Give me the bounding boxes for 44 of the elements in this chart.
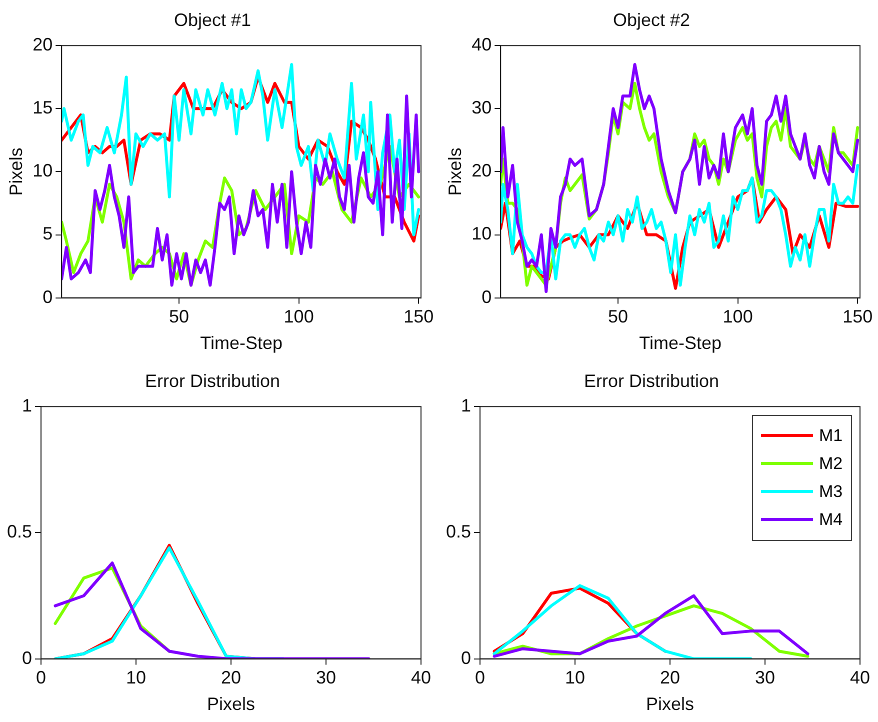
y-tick-label: 10 xyxy=(472,224,492,244)
y-tick-label: 10 xyxy=(32,160,53,181)
legend-label: M3 xyxy=(819,480,843,503)
x-tick-label: 10 xyxy=(126,668,146,688)
x-tick-label: 40 xyxy=(410,668,432,688)
y-tick-label: 0 xyxy=(461,648,472,668)
legend-label: M2 xyxy=(819,452,843,475)
x-tick-label: 30 xyxy=(316,668,336,688)
y-tick-label: 0.5 xyxy=(6,522,32,542)
x-tick-label: 150 xyxy=(842,306,873,327)
chart-title: Error Distribution xyxy=(584,370,720,391)
x-tick-label: 10 xyxy=(565,668,586,688)
y-tick-label: 30 xyxy=(472,98,492,118)
x-tick-label: 40 xyxy=(850,668,870,688)
y-tick-label: 1 xyxy=(22,396,32,416)
y-tick-label: 0 xyxy=(22,648,32,668)
y-tick-label: 20 xyxy=(32,34,53,55)
x-tick-label: 20 xyxy=(660,668,680,688)
y-axis-title: Pixels xyxy=(6,148,26,196)
x-axis-title: Time-Step xyxy=(200,333,282,354)
chart-title: Error Distribution xyxy=(144,370,280,391)
x-axis-title: Pixels xyxy=(646,694,694,714)
x-axis-title: Time-Step xyxy=(639,333,722,354)
y-tick-label: 5 xyxy=(42,224,53,244)
y-tick-label: 15 xyxy=(32,98,53,118)
chart-title: Object #1 xyxy=(174,10,252,30)
x-tick-label: 30 xyxy=(754,668,776,688)
x-tick-label: 100 xyxy=(722,306,753,327)
y-tick-label: 20 xyxy=(472,160,492,181)
legend-label: M1 xyxy=(819,424,843,447)
x-tick-label: 50 xyxy=(169,306,190,327)
x-axis-title: Pixels xyxy=(207,694,256,714)
x-tick-label: 50 xyxy=(608,306,628,327)
y-axis-title: Pixels xyxy=(444,148,465,196)
x-tick-label: 150 xyxy=(404,306,434,327)
y-tick-label: 40 xyxy=(472,34,492,55)
y-tick-label: 0 xyxy=(42,286,53,307)
y-tick-label: 1 xyxy=(461,396,472,416)
x-tick-label: 100 xyxy=(284,306,314,327)
chart-title: Object #2 xyxy=(612,10,690,30)
y-tick-label: 0.5 xyxy=(446,522,472,542)
legend-label: M4 xyxy=(819,508,843,531)
y-tick-label: 0 xyxy=(482,286,492,307)
x-tick-label: 20 xyxy=(220,668,242,688)
